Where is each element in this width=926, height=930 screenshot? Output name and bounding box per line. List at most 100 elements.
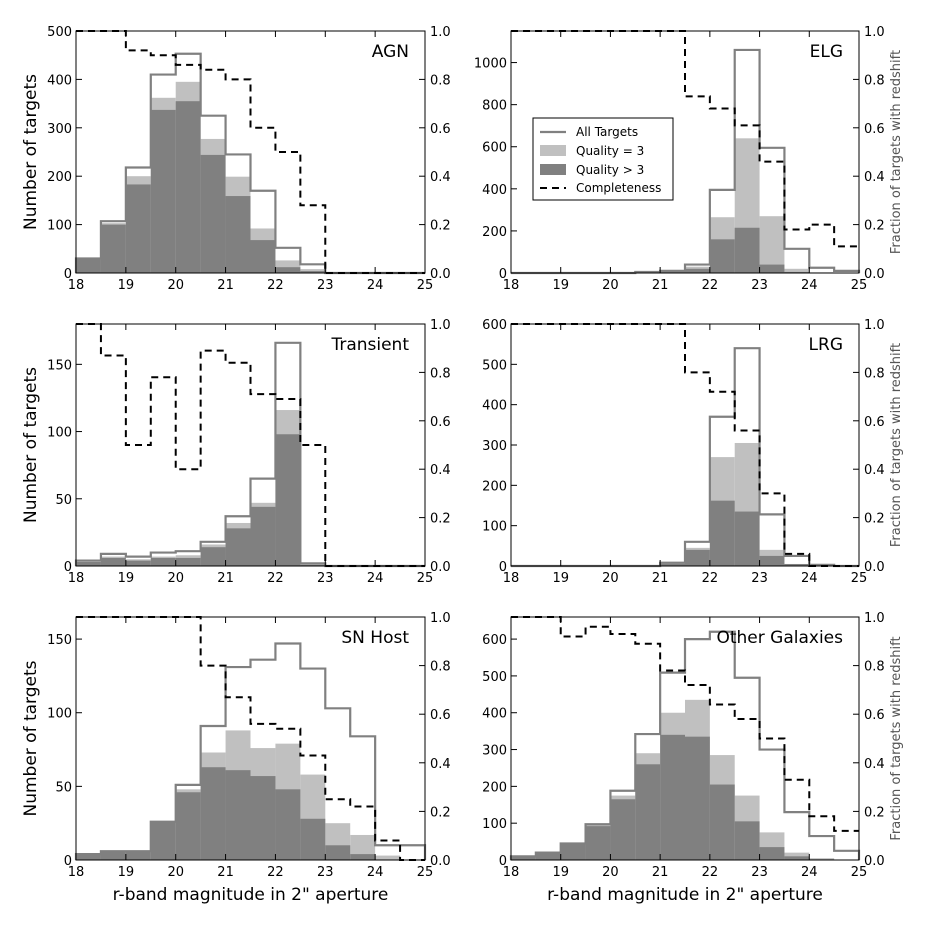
panel1-y-tick-label: 400: [47, 73, 72, 88]
panel6-y-tick-label: 600: [482, 633, 507, 648]
panel3-y-tick-label: 50: [55, 493, 72, 508]
panel4-quality-gt3-bar: [685, 550, 710, 566]
panel5-quality-gt3-bar: [126, 851, 151, 860]
panel4-y-tick-label: 100: [482, 520, 507, 535]
panel6-x-tick-label: 23: [751, 865, 768, 880]
panel2-y-tick-label: 1000: [474, 57, 507, 72]
panel6-y-tick-label: 0: [499, 854, 507, 869]
panel2-quality-gt3-bar: [735, 228, 760, 273]
panel6-x-tick-label: 20: [602, 865, 619, 880]
panel3-quality-gt3-bar: [101, 558, 126, 566]
panel3-quality-gt3-bar: [201, 547, 226, 566]
panel6-x-tick-label: 21: [652, 865, 669, 880]
panel5-x-tick-label: 19: [118, 865, 135, 880]
panel1-y-tick-label: 100: [47, 219, 72, 234]
panel4-x-tick-label: 23: [751, 571, 768, 586]
panel5-y-tick-label: 100: [47, 707, 72, 722]
panel1-quality-gt3-bar: [101, 225, 126, 273]
panel4-quality-gt3-bar: [735, 512, 760, 566]
panel5-x-axis-label: r-band magnitude in 2" aperture: [113, 885, 389, 905]
panel1-quality-gt3-bar: [201, 155, 226, 273]
panel6-y2-tick-label: 0.0: [864, 854, 885, 869]
panel2-y-tick-label: 0: [499, 267, 507, 282]
panel4-x-tick-label: 20: [602, 571, 619, 586]
panel5-y2-tick-label: 0.8: [430, 660, 451, 675]
panel5-quality-gt3-bar: [251, 776, 276, 860]
panel6-quality-gt3-bar: [635, 764, 660, 860]
panel3-y2-tick-label: 0.6: [430, 415, 451, 430]
panel3-quality-gt3-bar: [275, 434, 300, 566]
panel3-y2-tick-label: 0.8: [430, 366, 451, 381]
panel2-y2-tick-label: 0.6: [864, 122, 885, 137]
panel4-x-tick-label: 21: [652, 571, 669, 586]
panel6-quality-gt3-bar: [710, 785, 735, 860]
panel1-x-tick-label: 21: [217, 278, 234, 293]
panel1-title: AGN: [372, 42, 409, 62]
panel1-y2-tick-label: 1.0: [430, 25, 451, 40]
panel5-quality-gt3-bar: [151, 822, 176, 860]
panel5-x-tick-label: 21: [217, 865, 234, 880]
legend-completeness-label: Completeness: [576, 181, 661, 195]
panel1-y2-tick-label: 0.4: [430, 170, 451, 185]
panel4-quality-gt3-bar: [760, 556, 785, 566]
panel6-quality-gt3-bar: [784, 856, 809, 860]
panel3-x-tick-label: 20: [167, 571, 184, 586]
panel3-y-axis-label: Number of targets: [21, 367, 41, 523]
panel4-y-tick-label: 300: [482, 439, 507, 454]
panel2-x-tick-label: 20: [602, 278, 619, 293]
panel5-y-axis-label: Number of targets: [21, 660, 41, 816]
panel4-y-tick-label: 200: [482, 479, 507, 494]
panel3-quality-gt3-bar: [76, 562, 101, 566]
panel6-y-tick-label: 400: [482, 707, 507, 722]
panel6-x-tick-label: 24: [801, 865, 818, 880]
panel1-quality-gt3-bar: [226, 196, 251, 273]
panel6-quality-gt3-bar: [735, 821, 760, 860]
panel1-x-tick-label: 22: [267, 278, 284, 293]
panel2-x-tick-label: 22: [702, 278, 719, 293]
panel1-quality-gt3-bar: [176, 101, 201, 273]
panel5-quality-gt3-bar: [201, 767, 226, 860]
panel1-y2-tick-label: 0.8: [430, 73, 451, 88]
panel1-x-tick-label: 19: [118, 278, 135, 293]
panel5-x-tick-label: 23: [317, 865, 334, 880]
panel3-title: Transient: [330, 335, 409, 355]
panel5-y2-tick-label: 1.0: [430, 611, 451, 626]
legend-quality3-swatch: [540, 145, 566, 156]
legend-quality-gt3-swatch: [540, 164, 566, 175]
panel3-x-tick-label: 24: [367, 571, 384, 586]
panel2-x-tick-label: 19: [552, 278, 569, 293]
panel1-quality-gt3-bar: [126, 184, 151, 273]
panel4-y2-tick-label: 0.2: [864, 512, 885, 527]
panel3-y2-tick-label: 0.2: [430, 512, 451, 527]
panel5-y-tick-label: 50: [55, 780, 72, 795]
panel5-quality-gt3-bar: [101, 851, 126, 860]
legend-quality3-label: Quality = 3: [576, 144, 644, 158]
panel4-y2-tick-label: 0.4: [864, 463, 885, 478]
panel1-y2-tick-label: 0.2: [430, 219, 451, 234]
panel6-quality-gt3-bar: [561, 844, 586, 860]
panel2-x-tick-label: 24: [801, 278, 818, 293]
panel3-y-tick-label: 150: [47, 358, 72, 373]
panel1-quality-gt3-bar: [76, 258, 101, 273]
panel1-y-tick-label: 300: [47, 122, 72, 137]
panel2-y2-tick-label: 1.0: [864, 25, 885, 40]
panel2-y2-tick-label: 0.0: [864, 267, 885, 282]
panel4-x-tick-label: 22: [702, 571, 719, 586]
panel2-quality-gt3-bar: [760, 265, 785, 273]
panel2-y2-tick-label: 0.4: [864, 170, 885, 185]
panel6-quality-gt3-bar: [536, 853, 561, 860]
panel5-y2-tick-label: 0.0: [430, 854, 451, 869]
panel3-y2-tick-label: 1.0: [430, 318, 451, 333]
panel4-y2-tick-label: 0.6: [864, 415, 885, 430]
panel1-y-tick-label: 200: [47, 170, 72, 185]
panel1-quality-gt3-bar: [151, 110, 176, 273]
panel5-quality-gt3-bar: [300, 819, 325, 860]
panel1-y2-tick-label: 0.0: [430, 267, 451, 282]
panel6-quality-gt3-bar: [660, 735, 685, 860]
panel1-y-axis-label: Number of targets: [21, 74, 41, 230]
panel6-x-axis-label: r-band magnitude in 2" aperture: [547, 885, 823, 905]
panel2-quality-gt3-bar: [710, 239, 735, 273]
panel5-quality-gt3-bar: [350, 854, 375, 860]
panel5-quality3-bar: [375, 856, 400, 860]
